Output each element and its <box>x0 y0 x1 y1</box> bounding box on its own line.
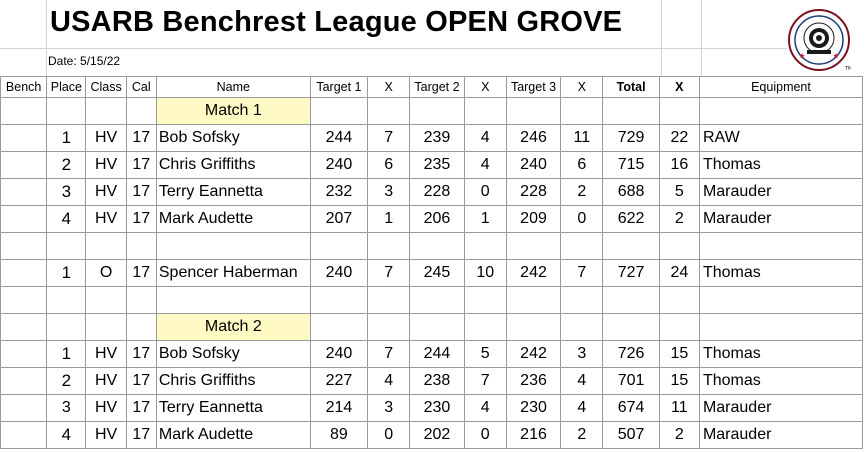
col-target-1: Target 1 <box>309 76 369 98</box>
sheet-date: Date: 5/15/22 <box>48 54 121 68</box>
col-name: Name <box>155 76 311 98</box>
blank-row <box>0 232 864 260</box>
table-row: 1 O 17 Spencer Haberman 240 7 245 10 242 7 727 24 Th… <box>0 259 864 287</box>
col-x-3: X <box>560 76 604 98</box>
match-1-header-row: Match 1 <box>0 97 864 125</box>
col-x-2: X <box>463 76 507 98</box>
table-row: 2 HV 17 Chris Griffiths 240 6 235 4 240 6 715 16 Tho… <box>0 151 864 179</box>
col-place: Place <box>46 76 87 98</box>
col-x-1: X <box>367 76 411 98</box>
table-row: 3 HV 17 Terry Eannetta 232 3 228 0 228 2 688 5 Marau… <box>0 178 864 206</box>
blank-row <box>0 286 864 314</box>
col-cal: Cal <box>125 76 157 98</box>
col-total: Total <box>602 76 660 98</box>
table-row: 1 HV 17 Bob Sofsky 240 7 244 5 242 3 726 15 Thomas <box>0 340 864 368</box>
col-target-3: Target 3 <box>505 76 562 98</box>
col-equipment: Equipment <box>698 76 864 98</box>
header-row: Bench Place Class Cal Name Target 1 X Ta… <box>0 76 864 98</box>
col-bench: Bench <box>0 76 48 98</box>
gridline <box>701 0 702 76</box>
table-row: 2 HV 17 Chris Griffiths 227 4 238 7 236 4 701 15 Tho… <box>0 367 864 395</box>
gridline <box>0 48 787 49</box>
results-table: Bench Place Class Cal Name Target 1 X Ta… <box>0 76 864 449</box>
match-2-header-row: Match 2 <box>0 313 864 341</box>
match-2-label: Match 2 <box>155 313 311 341</box>
match-1-label: Match 1 <box>155 97 311 125</box>
table-row: 4 HV 17 Mark Audette 207 1 206 1 209 0 622 2 Maraude… <box>0 205 864 233</box>
table-row: 1 HV 17 Bob Sofsky 244 7 239 4 246 11 729 22 RAW <box>0 124 864 152</box>
gridline <box>46 0 47 76</box>
sheet-title: USARB Benchrest League OPEN GROVE <box>50 6 623 38</box>
gridline <box>661 0 662 76</box>
usarb-logo-icon: TM <box>788 9 851 72</box>
col-x-total: X <box>658 76 700 98</box>
trademark-mark: TM <box>844 66 851 72</box>
table-row: 3 HV 17 Terry Eannetta 214 3 230 4 230 4 674 11 Mara… <box>0 394 864 422</box>
table-row: 4 HV 17 Mark Audette 89 0 202 0 216 2 507 2 Marauder <box>0 421 864 449</box>
col-class: Class <box>85 76 127 98</box>
col-target-2: Target 2 <box>409 76 465 98</box>
